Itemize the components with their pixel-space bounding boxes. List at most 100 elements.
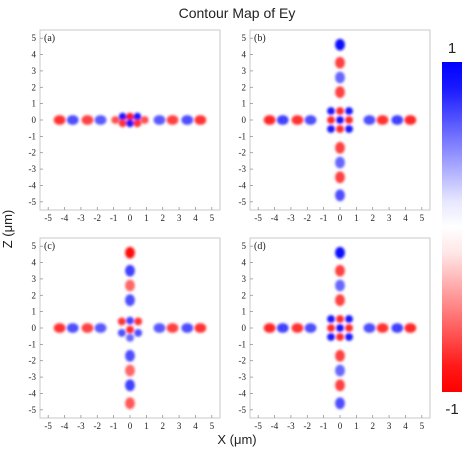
field-lobe: [166, 115, 179, 125]
center-lobe: [133, 119, 142, 128]
field-lobe: [125, 364, 135, 377]
x-tick-label: 2: [160, 421, 165, 431]
y-tick-label: -4: [239, 388, 247, 398]
panel-b: -5 -4 -3 -2 -1 0 1 2 3 4 5 -5 -4 -3 -2 -1 0 1 2 3 4 5 (b): [239, 29, 431, 223]
field-lobes: [53, 246, 207, 410]
colorbar: 1 -1: [442, 40, 462, 418]
x-tick-label: 0: [338, 421, 343, 431]
y-tick-label: 3: [242, 66, 247, 76]
y-tick-label: -1: [239, 339, 247, 349]
center-lobe: [140, 116, 149, 124]
field-lobe: [66, 323, 79, 333]
center-lobe: [327, 107, 335, 115]
field-lobe: [194, 115, 207, 125]
field-lobe: [194, 323, 207, 333]
panel-a: -5 -4 -3 -2 -1 0 1 2 3 4 5 -5 -4 -3 -2 -1 0 1 2 3 4 5 (a): [29, 29, 221, 223]
x-tick-label: 3: [387, 421, 392, 431]
field-lobe: [291, 323, 304, 333]
y-tick-label: -2: [239, 148, 247, 158]
y-tick-label: -3: [239, 164, 247, 174]
y-tick-label: 5: [32, 33, 37, 43]
x-tick-label: -1: [110, 421, 118, 431]
y-tick-label: -3: [29, 372, 37, 382]
field-lobe: [335, 349, 345, 362]
y-tick-label: 3: [32, 274, 37, 284]
colorbar-gradient: [442, 62, 462, 392]
y-tick-label: 2: [242, 82, 247, 92]
field-lobe: [94, 323, 107, 333]
x-tick-label: 4: [193, 213, 198, 223]
field-lobe: [276, 323, 289, 333]
field-lobe: [363, 115, 376, 125]
x-tick-label: -5: [44, 421, 52, 431]
x-tick-label: -1: [110, 213, 118, 223]
field-lobe: [125, 279, 135, 292]
y-tick-label: -1: [29, 131, 37, 141]
colorbar-max-label: 1: [448, 40, 456, 57]
y-tick-label: 2: [32, 290, 37, 300]
field-lobe: [391, 323, 404, 333]
field-lobe: [125, 246, 135, 259]
x-tick-label: -3: [287, 421, 295, 431]
field-lobe: [181, 115, 194, 125]
panel-c: -5 -4 -3 -2 -1 0 1 2 3 4 5 -5 -4 -3 -2 -1 0 1 2 3 4 5 (c): [29, 237, 221, 431]
x-tick-label: 3: [177, 421, 182, 431]
x-tick-label: 2: [370, 213, 375, 223]
x-tick-label: -3: [77, 213, 85, 223]
center-lobe: [345, 125, 353, 133]
field-lobe: [153, 115, 166, 125]
y-tick-label: 5: [32, 241, 37, 251]
y-tick-label: 5: [242, 33, 247, 43]
field-lobe: [376, 115, 389, 125]
field-lobe: [304, 323, 317, 333]
field-lobe: [125, 264, 135, 277]
y-tick-label: -1: [29, 339, 37, 349]
x-tick-label: 3: [177, 213, 182, 223]
center-lobe: [336, 116, 344, 124]
x-tick-label: -4: [61, 421, 69, 431]
x-tick-label: 5: [420, 213, 425, 223]
y-tick-label: 4: [242, 258, 247, 268]
center-lobe: [126, 316, 134, 325]
x-tick-label: -2: [94, 421, 102, 431]
field-lobe: [125, 397, 135, 410]
field-lobe: [276, 115, 289, 125]
center-lobe: [327, 125, 335, 133]
x-tick-label: -2: [304, 213, 312, 223]
center-lobe: [345, 333, 353, 341]
panel-label: (c): [44, 241, 55, 252]
panel-label: (b): [254, 33, 266, 44]
field-lobe: [94, 115, 107, 125]
y-tick-label: -5: [239, 405, 247, 415]
y-tick-label: 0: [242, 115, 247, 125]
x-tick-label: -5: [44, 213, 52, 223]
center-lobe: [327, 324, 335, 332]
center-lobe: [336, 324, 344, 332]
field-lobe: [404, 115, 417, 125]
x-tick-label: 0: [338, 213, 343, 223]
x-tick-label: -4: [61, 213, 69, 223]
x-tick-label: -4: [271, 421, 279, 431]
field-lobe: [335, 246, 345, 259]
y-tick-label: -5: [239, 197, 247, 207]
x-tick-label: 0: [128, 213, 133, 223]
y-tick-label: 4: [32, 50, 37, 60]
x-tick-label: -1: [320, 421, 328, 431]
field-lobe: [53, 323, 66, 333]
y-tick-label: 0: [32, 323, 37, 333]
figure-title: Contour Map of Ey: [179, 5, 296, 21]
field-lobe: [181, 323, 194, 333]
field-lobe: [125, 349, 135, 362]
x-tick-label: -3: [77, 421, 85, 431]
x-tick-label: 4: [403, 213, 408, 223]
y-tick-label: 0: [242, 323, 247, 333]
x-tick-label: 2: [370, 421, 375, 431]
center-lobe: [133, 112, 142, 121]
center-lobe: [117, 317, 126, 326]
y-tick-label: -1: [239, 131, 247, 141]
field-lobe: [335, 156, 345, 169]
y-tick-label: 2: [32, 82, 37, 92]
field-lobe: [376, 323, 389, 333]
x-tick-label: 4: [403, 421, 408, 431]
